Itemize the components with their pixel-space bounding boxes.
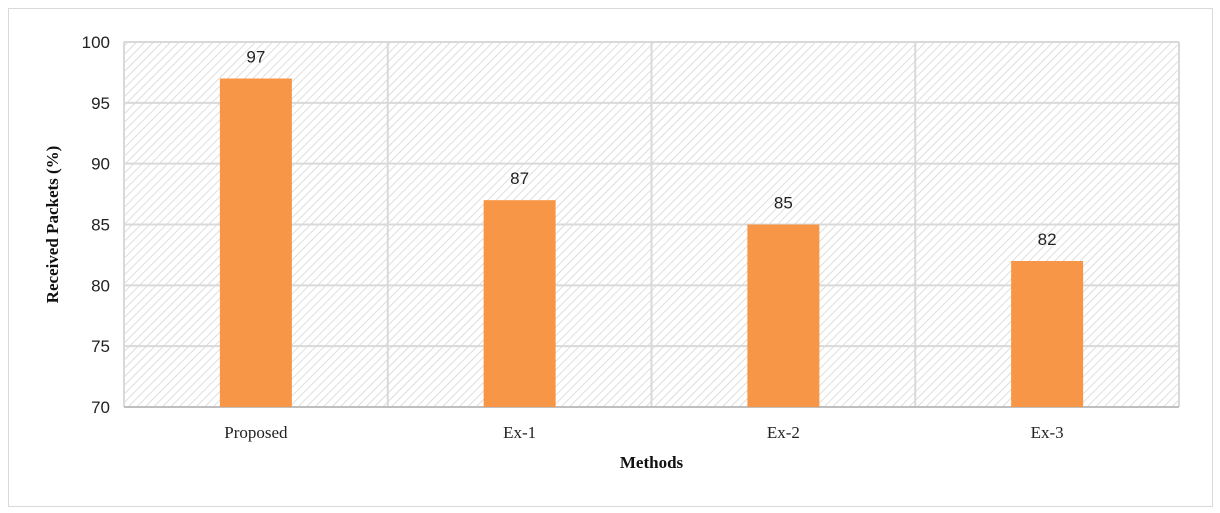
- y-tick-label: 90: [91, 155, 110, 174]
- gridlines: [123, 41, 1180, 408]
- bars: [219, 78, 1084, 407]
- data-label: 97: [246, 48, 265, 67]
- labels: 70 75 80 85 90 95 100 97 Proposed 87 Ex-1 85 Ex-2 82 E…: [82, 33, 1064, 442]
- y-tick-label: 85: [91, 216, 110, 235]
- bar-proposed: [219, 78, 292, 407]
- x-axis-title: Methods: [620, 453, 684, 472]
- bar-ex-1: [483, 200, 556, 407]
- data-label: 82: [1038, 230, 1057, 249]
- y-tick-label: 70: [91, 398, 110, 417]
- x-tick-label: Ex-3: [1031, 423, 1064, 442]
- y-axis-title: Received Packets (%): [43, 146, 62, 304]
- data-label: 87: [510, 169, 529, 188]
- bar-ex-2: [747, 224, 820, 407]
- x-tick-label: Proposed: [224, 423, 288, 442]
- x-tick-label: Ex-2: [767, 423, 800, 442]
- y-tick-label: 80: [91, 276, 110, 295]
- y-tick-label: 75: [91, 337, 110, 356]
- y-tick-label: 95: [91, 94, 110, 113]
- bar-ex-3: [1011, 261, 1084, 407]
- data-label: 85: [774, 194, 793, 213]
- x-tick-label: Ex-1: [503, 423, 536, 442]
- y-tick-label: 100: [82, 33, 110, 52]
